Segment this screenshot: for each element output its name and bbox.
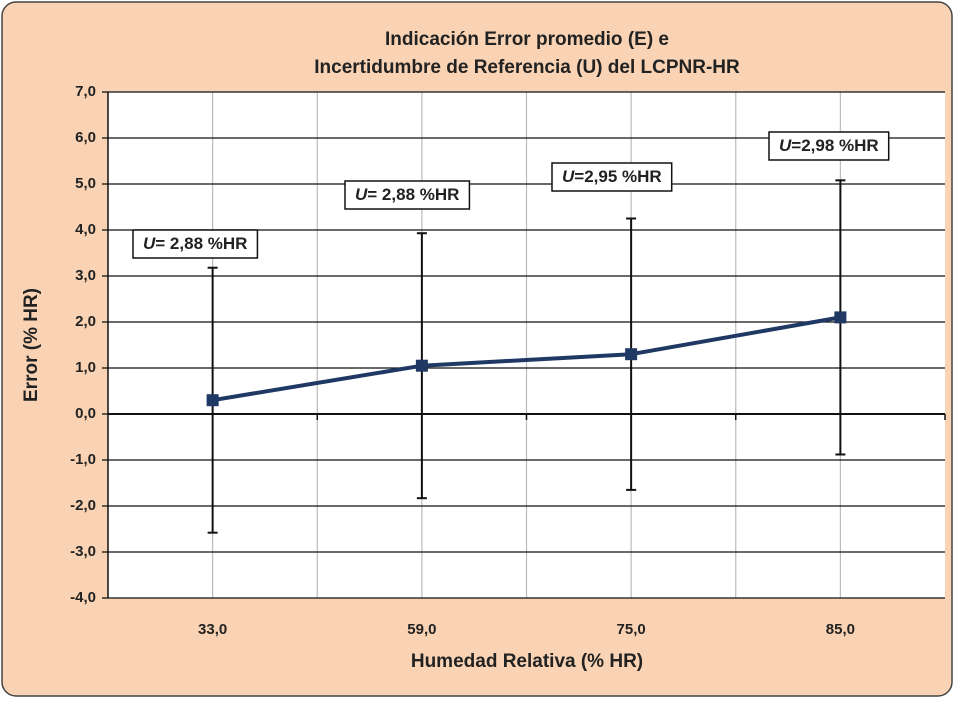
annotation: U= 2,88 %HR: [143, 234, 247, 253]
x-tick-label: 85,0: [826, 621, 855, 638]
y-tick-label: -4,0: [70, 589, 96, 606]
annotation-box: [344, 180, 471, 210]
annotation-symbol: U: [143, 234, 156, 253]
y-tick-label: 0,0: [75, 405, 96, 422]
data-point: [625, 348, 638, 361]
annotation: U=2,95 %HR: [562, 167, 662, 186]
data-line: [212, 315, 841, 403]
annotation-text: =2,95 %HR: [574, 167, 661, 186]
annotation-text: = 2,88 %HR: [155, 234, 247, 253]
data-point: [834, 311, 847, 324]
y-tick-label: 2,0: [75, 313, 96, 330]
annotation-box: [551, 162, 673, 192]
x-axis-label: Humedad Relativa (% HR): [411, 651, 643, 672]
y-tick-label: 3,0: [75, 267, 96, 284]
y-tick-label: -3,0: [70, 543, 96, 560]
annotation-text: =2,98 %HR: [791, 136, 878, 155]
x-tick-label: 33,0: [198, 621, 227, 638]
y-tick-label: 6,0: [75, 129, 96, 146]
y-axis-label: Error (% HR): [21, 288, 42, 402]
annotation-symbol: U: [355, 185, 368, 204]
annotation-box: [132, 229, 259, 259]
annotation-symbol: U: [779, 136, 792, 155]
x-tick-label: 59,0: [407, 621, 436, 638]
chart-title: Indicación Error promedio (E) e: [385, 29, 669, 50]
annotation: U= 2,88 %HR: [355, 185, 459, 204]
y-tick-label: -2,0: [70, 497, 96, 514]
annotation-symbol: U: [562, 167, 575, 186]
annotation-text: = 2,88 %HR: [367, 185, 459, 204]
chart-title: Incertidumbre de Referencia (U) del LCPN…: [314, 57, 740, 78]
annotation-box: [768, 131, 890, 161]
y-tick-label: 5,0: [75, 175, 96, 192]
y-tick-label: 4,0: [75, 221, 96, 238]
data-point: [206, 394, 219, 407]
y-tick-label: -1,0: [70, 451, 96, 468]
annotation: U=2,98 %HR: [779, 136, 879, 155]
data-point: [415, 359, 428, 372]
y-tick-label: 1,0: [75, 359, 96, 376]
y-tick-label: 7,0: [75, 83, 96, 100]
x-tick-label: 75,0: [617, 621, 646, 638]
